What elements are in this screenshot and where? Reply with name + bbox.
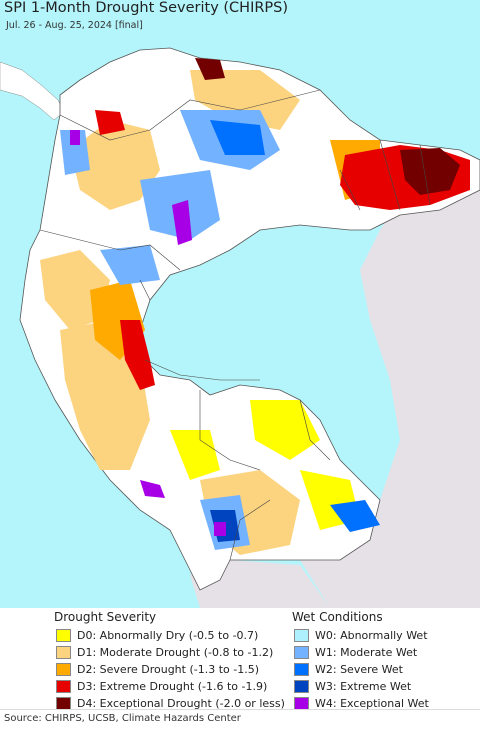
w2-patch-1: [210, 120, 265, 155]
d1-patch-venezuela: [190, 70, 300, 130]
swatch-d0: [56, 628, 71, 642]
wet-legend-title: Wet Conditions: [292, 610, 383, 624]
legend-item-w1: W1: Moderate Wet: [294, 644, 417, 660]
legend-label-w4: W4: Exceptional Wet: [315, 696, 429, 710]
drought-map: [0, 0, 480, 608]
w1-patch-3: [100, 245, 160, 285]
legend-label-w2: W2: Severe Wet: [315, 662, 403, 676]
d0-patch-3: [170, 430, 220, 480]
legend-item-w3: W3: Extreme Wet: [294, 678, 411, 694]
d4-patch-guianas: [400, 148, 460, 195]
legend-label-w3: W3: Extreme Wet: [315, 679, 412, 693]
legend-item-d2: D2: Severe Drought (-1.3 to -1.5): [56, 661, 259, 677]
d4-patch-venezuela: [195, 58, 225, 80]
divider: [0, 709, 480, 710]
swatch-w3: [294, 679, 309, 693]
legend-item-w0: W0: Abnormally Wet: [294, 627, 428, 643]
central-america: [0, 61, 65, 121]
d1-patch-colombia: [70, 120, 160, 210]
legend-label-w1: W1: Moderate Wet: [315, 645, 418, 659]
drought-legend-title: Drought Severity: [54, 610, 157, 624]
swatch-d2: [56, 662, 71, 676]
outside-land-south: [190, 560, 330, 608]
country-borders: [39, 89, 431, 561]
legend-label-d4: D4: Exceptional Drought (-2.0 or less): [77, 696, 285, 710]
legend-label-d2: D2: Severe Drought (-1.3 to -1.5): [77, 662, 260, 676]
legend-item-d0: D0: Abnormally Dry (-0.5 to -0.7): [56, 627, 258, 643]
w4-patch-3: [70, 130, 80, 145]
legend-item-w2: W2: Severe Wet: [294, 661, 403, 677]
d3-patch-amazon: [120, 320, 155, 390]
map-subtitle: Jul. 26 - Aug. 25, 2024 [final]: [6, 20, 143, 31]
map-title: SPI 1-Month Drought Severity (CHIRPS): [4, 0, 289, 16]
w1-patch-5: [60, 130, 90, 175]
outside-land-east: [300, 190, 480, 608]
swatch-w1: [294, 645, 309, 659]
swatch-w4: [294, 696, 309, 710]
swatch-d3: [56, 679, 71, 693]
w2-patch-2: [330, 500, 380, 532]
w4-patch-1: [172, 200, 192, 245]
swatch-d4: [56, 696, 71, 710]
swatch-w2: [294, 662, 309, 676]
legend-label-d3: D3: Extreme Drought (-1.6 to -1.9): [77, 679, 268, 693]
d3-patch-colombia: [95, 110, 125, 135]
d0-patch-1: [250, 400, 320, 460]
legend-item-w4: W4: Exceptional Wet: [294, 695, 429, 711]
w4-patch-2: [214, 522, 226, 536]
swatch-d1: [56, 645, 71, 659]
legend-label-d0: D0: Abnormally Dry (-0.5 to -0.7): [77, 628, 259, 642]
legend-item-d1: D1: Moderate Drought (-0.8 to -1.2): [56, 644, 273, 660]
legend-item-d4: D4: Exceptional Drought (-2.0 or less): [56, 695, 285, 711]
legend-item-d3: D3: Extreme Drought (-1.6 to -1.9): [56, 678, 267, 694]
w4-patch-4: [140, 480, 165, 498]
legend-label-d1: D1: Moderate Drought (-0.8 to -1.2): [77, 645, 274, 659]
swatch-w0: [294, 628, 309, 642]
source-credit: Source: CHIRPS, UCSB, Climate Hazards Ce…: [4, 713, 241, 724]
legend-label-w0: W0: Abnormally Wet: [315, 628, 428, 642]
